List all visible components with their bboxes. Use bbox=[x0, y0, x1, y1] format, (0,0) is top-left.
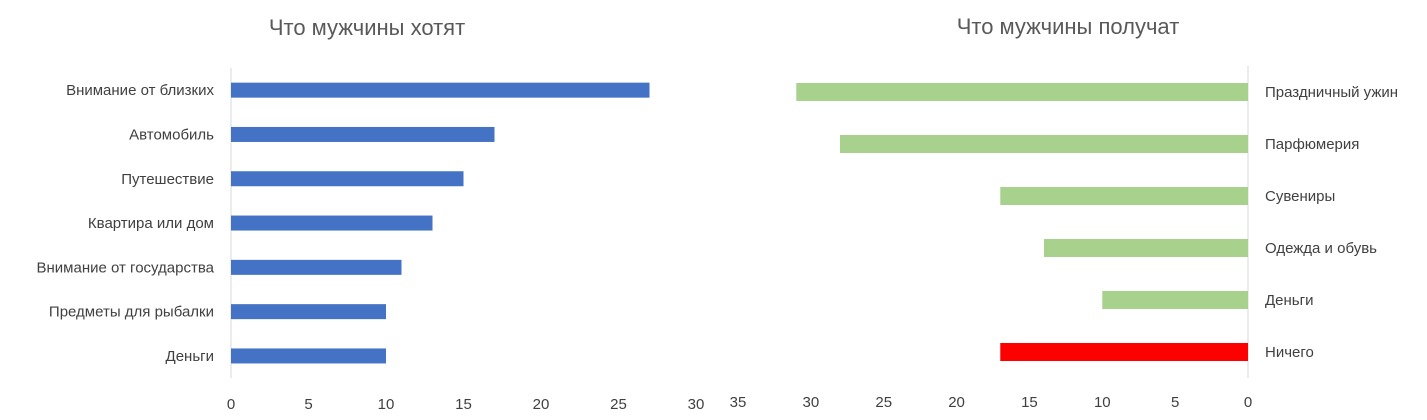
category-label: Праздничный ужин bbox=[1265, 84, 1398, 101]
category-label: Парфюмерия bbox=[1265, 136, 1359, 153]
chart-left: Что мужчины хотят Внимание от близких Авт… bbox=[37, 15, 705, 413]
tick-label: 5 bbox=[304, 396, 312, 413]
category-label: Путешествие bbox=[121, 171, 214, 188]
bar bbox=[231, 82, 650, 98]
category-label: Одежда и обувь bbox=[1265, 240, 1377, 257]
category-label: Деньги bbox=[1265, 292, 1313, 309]
tick-label: 15 bbox=[455, 396, 472, 413]
category-label: Внимание от близких bbox=[66, 82, 214, 99]
bar bbox=[1000, 187, 1248, 205]
tick-label: 30 bbox=[688, 396, 705, 413]
tick-label: 25 bbox=[875, 394, 892, 411]
chart-left-tick-labels: 0 5 10 15 20 25 30 bbox=[227, 396, 705, 413]
category-label: Предметы для рыбалки bbox=[49, 304, 214, 321]
tick-label: 35 bbox=[730, 394, 747, 411]
category-label: Сувениры bbox=[1265, 188, 1335, 205]
bar bbox=[231, 348, 386, 364]
category-label: Внимание от государства bbox=[37, 259, 215, 276]
bar bbox=[231, 259, 402, 275]
tick-label: 0 bbox=[1244, 394, 1252, 411]
tick-label: 15 bbox=[1021, 394, 1038, 411]
bar bbox=[1000, 343, 1248, 361]
tick-label: 20 bbox=[948, 394, 965, 411]
bar bbox=[231, 215, 433, 231]
tick-label: 0 bbox=[227, 396, 235, 413]
chart-left-bars bbox=[231, 82, 650, 364]
tick-label: 20 bbox=[533, 396, 550, 413]
chart-right-title: Что мужчины получат bbox=[957, 14, 1180, 39]
category-label: Квартира или дом bbox=[88, 215, 214, 232]
tick-label: 5 bbox=[1171, 394, 1179, 411]
tick-label: 25 bbox=[610, 396, 627, 413]
bar bbox=[231, 304, 386, 320]
bar bbox=[231, 171, 464, 187]
tick-label: 10 bbox=[378, 396, 395, 413]
chart-left-title: Что мужчины хотят bbox=[269, 15, 465, 40]
category-label: Ничего bbox=[1265, 344, 1314, 361]
tick-label: 30 bbox=[803, 394, 820, 411]
bar bbox=[796, 83, 1248, 101]
category-label: Деньги bbox=[166, 348, 214, 365]
bar bbox=[840, 135, 1248, 153]
category-label: Автомобиль bbox=[129, 126, 214, 143]
bar bbox=[1044, 239, 1248, 257]
bar bbox=[231, 126, 495, 142]
chart-right-tick-labels: 35 30 25 20 15 10 5 0 bbox=[730, 394, 1253, 411]
bar bbox=[1102, 291, 1248, 309]
chart-right: Что мужчины получат Праздничный ужин Парф… bbox=[730, 14, 1398, 411]
tick-label: 10 bbox=[1094, 394, 1111, 411]
chart-left-category-labels: Внимание от близких Автомобиль Путешествие… bbox=[37, 82, 215, 365]
chart-right-category-labels: Праздничный ужин Парфюмерия Сувениры Одежда… bbox=[1265, 84, 1398, 361]
chart-right-bars bbox=[796, 83, 1248, 361]
